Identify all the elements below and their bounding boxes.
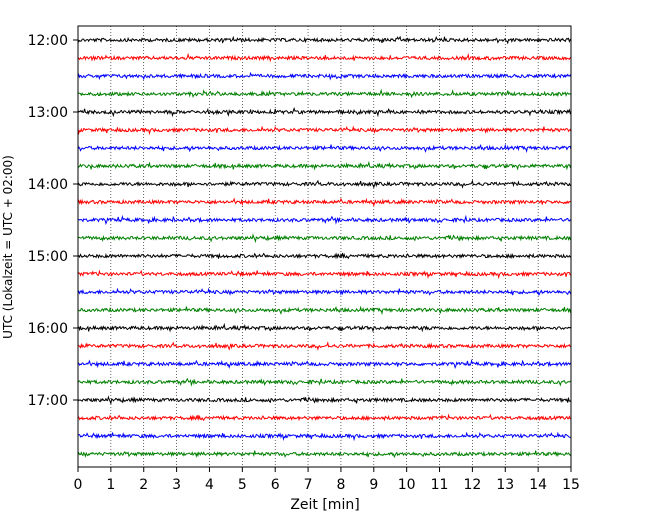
- x-tick-label: 14: [529, 477, 547, 493]
- trace-line: [77, 214, 572, 225]
- y-tick-label: 15:00: [28, 249, 68, 265]
- trace-line: [77, 322, 572, 333]
- trace-line: [77, 358, 572, 369]
- trace-line: [77, 106, 572, 118]
- x-tick-label: 3: [172, 477, 181, 493]
- x-tick-label: 8: [336, 477, 345, 493]
- trace-line: [77, 160, 572, 171]
- trace-line: [77, 431, 572, 442]
- y-tick-label: 12:00: [28, 33, 68, 49]
- trace-line: [77, 35, 572, 45]
- trace-line: [77, 413, 572, 422]
- trace-line: [77, 395, 572, 406]
- trace-line: [77, 125, 572, 136]
- x-tick-label: 9: [369, 477, 378, 493]
- trace-line: [77, 341, 572, 351]
- trace-line: [77, 287, 572, 297]
- trace-line: [77, 269, 572, 280]
- x-tick-label: 7: [304, 477, 313, 493]
- trace-line: [77, 450, 572, 459]
- trace-line: [77, 305, 572, 316]
- y-tick-label: 17:00: [28, 393, 68, 409]
- x-tick-label: 12: [463, 477, 481, 493]
- x-tick-label: 10: [398, 477, 416, 493]
- trace-series: [77, 35, 572, 459]
- x-tick-label: 5: [238, 477, 247, 493]
- x-tick-label: 2: [139, 477, 148, 493]
- y-tick-label: 14:00: [28, 177, 68, 193]
- x-tick-label: 15: [562, 477, 580, 493]
- trace-line: [77, 88, 572, 99]
- trace-line: [77, 179, 572, 189]
- trace-line: [77, 233, 572, 244]
- x-tick-label: 1: [106, 477, 115, 493]
- plot-frame: [77, 25, 572, 468]
- trace-line: [77, 377, 572, 387]
- x-axis-ticks: 0 1 2 3 4 5 6 7 8 9 10 11 12 13 14 15: [74, 467, 580, 493]
- x-tick-label: 6: [271, 477, 280, 493]
- y-tick-label: 13:00: [28, 105, 68, 121]
- x-tick-label: 11: [431, 477, 449, 493]
- y-tick-label: 16:00: [28, 321, 68, 337]
- y-axis-label: UTC (Lokalzeit = UTC + 02:00): [1, 155, 15, 339]
- trace-line: [77, 143, 572, 154]
- x-tick-label: 13: [496, 477, 514, 493]
- trace-line: [77, 71, 572, 81]
- x-axis-label: Zeit [min]: [290, 497, 359, 513]
- x-tick-label: 4: [205, 477, 214, 493]
- x-tick-label: 0: [74, 477, 83, 493]
- y-axis-ticks: 12:00 13:00 14:00 15:00 16:00 17:00: [28, 33, 78, 409]
- trace-line: [77, 252, 572, 260]
- trace-line: [77, 197, 572, 207]
- trace-line: [77, 52, 572, 63]
